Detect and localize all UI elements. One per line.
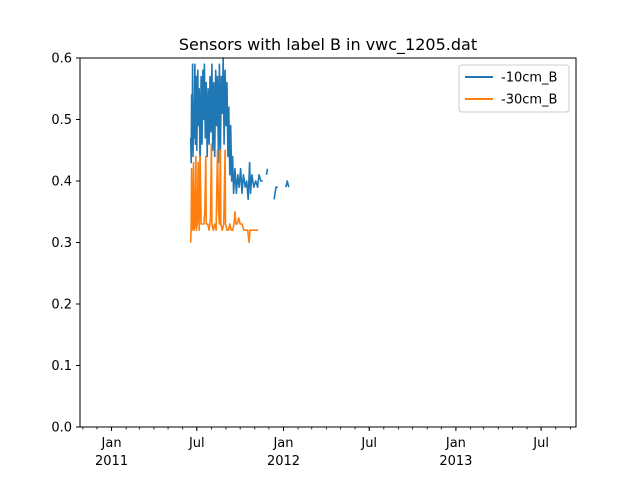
x-tick-year-label: 2013: [439, 454, 472, 469]
y-tick-label: 0.5: [51, 113, 72, 128]
legend-label-1: -30cm_B: [501, 93, 557, 108]
y-tick-label: 0.6: [51, 52, 72, 67]
x-tick-label: Jul: [360, 436, 377, 451]
y-tick-label: 0.0: [51, 421, 72, 436]
y-tick-label: 0.3: [51, 236, 72, 251]
y-tick-label: 0.1: [51, 359, 72, 374]
x-tick-label: Jul: [188, 436, 205, 451]
x-tick-label: Jan: [101, 436, 122, 451]
y-tick-label: 0.4: [51, 175, 72, 190]
x-tick-label: Jul: [532, 436, 549, 451]
legend: -10cm_B -30cm_B: [458, 64, 570, 113]
x-tick-label: Jan: [445, 436, 466, 451]
series-line-1: [189, 143, 259, 244]
chart-title: Sensors with label B in vwc_1205.dat: [179, 35, 477, 55]
x-tick-year-label: 2012: [267, 454, 300, 469]
legend-label-0: -10cm_B: [501, 71, 557, 86]
x-tick-year-label: 2011: [95, 454, 128, 469]
x-tick-label: Jan: [272, 436, 293, 451]
axes: 0.0 0.1 0.2 0.3 0.4 0.5 0.6 Jan 2011 Jul Jan 2012 Ju…: [51, 52, 577, 469]
y-tick-label: 0.2: [51, 298, 72, 313]
plot-area: [189, 57, 290, 244]
axes-frame: [79, 57, 577, 428]
